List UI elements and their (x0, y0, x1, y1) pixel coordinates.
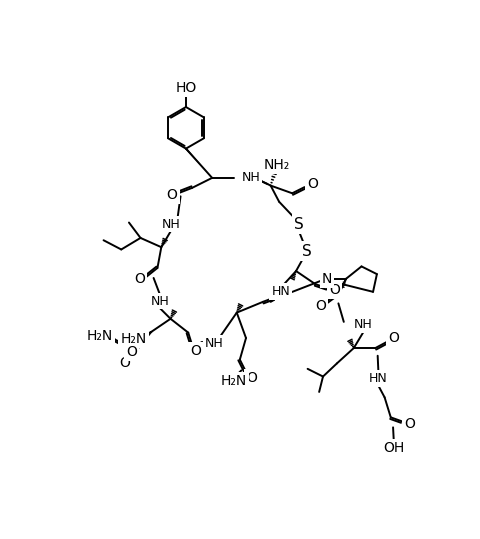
Text: O: O (167, 188, 178, 202)
Polygon shape (185, 148, 212, 178)
Text: NH: NH (205, 337, 224, 350)
Text: O: O (246, 371, 257, 385)
Text: NH: NH (150, 295, 169, 308)
Text: HN: HN (271, 285, 290, 298)
Text: S: S (302, 244, 312, 259)
Text: HN: HN (369, 372, 388, 385)
Text: H₂N: H₂N (86, 329, 113, 343)
Text: NH: NH (162, 218, 180, 231)
Text: O: O (191, 344, 202, 358)
Text: S: S (294, 217, 304, 232)
Text: H₂N: H₂N (120, 332, 147, 346)
Text: H₂N: H₂N (220, 374, 247, 388)
Text: OH: OH (383, 441, 405, 455)
Text: O: O (404, 417, 415, 431)
Text: O: O (119, 356, 130, 370)
Text: O: O (329, 284, 340, 298)
Text: NH: NH (354, 319, 372, 331)
Text: O: O (315, 299, 326, 313)
Text: N: N (322, 272, 332, 286)
Text: O: O (277, 287, 288, 301)
Text: NH₂: NH₂ (264, 158, 290, 172)
Text: O: O (307, 177, 318, 191)
Text: O: O (134, 272, 145, 286)
Text: O: O (388, 331, 399, 345)
Text: O: O (126, 345, 137, 359)
Text: HO: HO (175, 81, 197, 95)
Text: NH: NH (241, 171, 260, 184)
